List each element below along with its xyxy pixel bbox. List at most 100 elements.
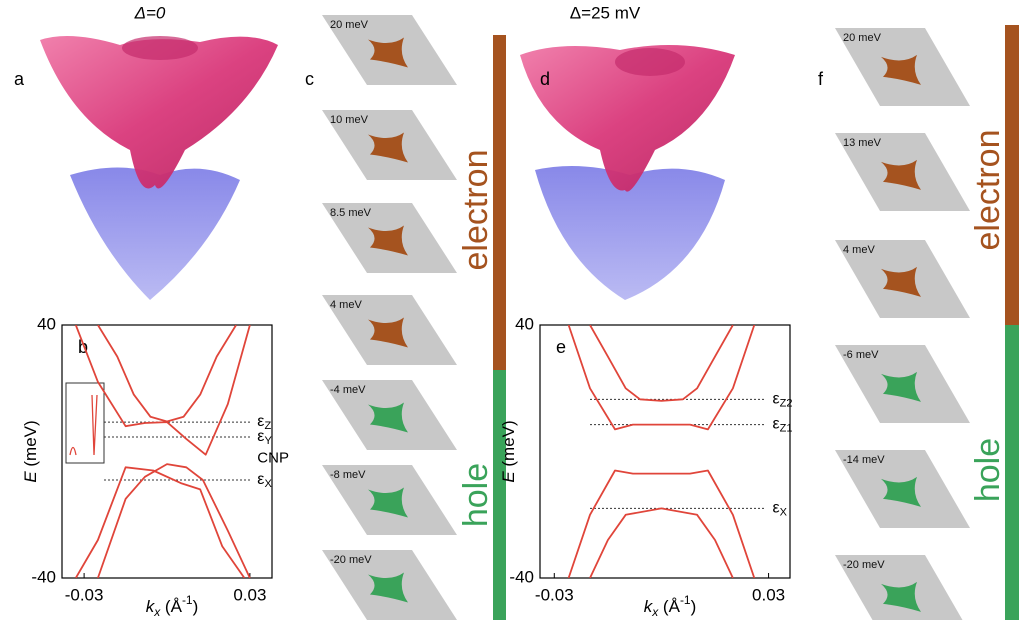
- band-line: [75, 466, 246, 578]
- side-label: electron: [457, 150, 495, 271]
- text-part: ε: [773, 416, 780, 433]
- plot-frame: [539, 324, 791, 579]
- text-part: ): [193, 597, 199, 616]
- panel-label: f: [818, 69, 824, 89]
- fermi-contour: [368, 487, 408, 518]
- panel-label: d: [540, 69, 550, 89]
- y-tick-label: 40: [37, 314, 56, 333]
- energy-label: -20 meV: [843, 559, 885, 571]
- band-line: [567, 325, 756, 431]
- energy-label: 20 meV: [843, 32, 882, 44]
- text-part: (meV): [499, 420, 518, 471]
- electron-bar: [1005, 25, 1019, 325]
- text-part: (Å: [658, 597, 680, 616]
- surface-a: [40, 36, 278, 300]
- energy-label: 10 meV: [330, 114, 369, 126]
- fermi-contour: [881, 581, 921, 612]
- fermi-contour: [368, 132, 408, 163]
- x-axis-label: kx (Å-1): [146, 593, 199, 619]
- energy-label: 20 meV: [330, 19, 369, 31]
- fermi-contour: [881, 371, 921, 402]
- text-part: Z2: [780, 397, 793, 409]
- y-axis-label: E (meV): [499, 420, 518, 482]
- fermi-contour: [881, 159, 921, 190]
- text-part: ε: [257, 413, 264, 430]
- energy-label: -20 meV: [330, 554, 372, 566]
- fermi-contour: [881, 476, 921, 507]
- text-part: ε: [257, 471, 264, 488]
- text-part: x: [153, 605, 161, 619]
- fermi-contour: [368, 402, 408, 433]
- level-label: εZ1: [773, 416, 793, 435]
- energy-label: -4 meV: [330, 384, 366, 396]
- level-label: εX: [773, 500, 788, 519]
- band-line: [567, 469, 756, 578]
- side-label: electron: [969, 130, 1007, 251]
- electron-bar: [493, 35, 506, 370]
- fermi-contour: [881, 266, 921, 297]
- energy-label: 4 meV: [330, 299, 362, 311]
- level-label: εZ: [257, 413, 271, 432]
- text-part: -1: [182, 593, 193, 607]
- panel-label: a: [14, 69, 25, 89]
- energy-label: 4 meV: [843, 244, 875, 256]
- side-label: hole: [969, 438, 1007, 502]
- energy-label: -6 meV: [843, 349, 879, 361]
- panel-label: e: [556, 337, 566, 357]
- text-part: ε: [773, 391, 780, 408]
- text-part: k: [644, 597, 654, 616]
- text-part: x: [651, 605, 659, 619]
- text-part: ε: [257, 428, 264, 445]
- text-part: E: [21, 471, 40, 483]
- band-line: [97, 325, 237, 423]
- energy-label: 13 meV: [843, 137, 882, 149]
- text-part: ε: [773, 500, 780, 517]
- y-tick-label: -40: [31, 567, 56, 586]
- fermi-contour: [368, 225, 408, 256]
- text-part: ): [691, 597, 697, 616]
- level-label: εZ2: [773, 391, 793, 410]
- inset: [65, 382, 105, 464]
- y-tick-label: 40: [515, 314, 534, 333]
- text-part: Z: [264, 420, 271, 432]
- plot-frame: [61, 324, 273, 579]
- level-label: εX: [257, 471, 272, 490]
- fermi-contour: [368, 572, 408, 603]
- fermi-contour: [368, 37, 408, 68]
- panel-title: Δ=25 mV: [570, 3, 641, 22]
- band-line: [97, 463, 251, 578]
- fermi-contour: [368, 317, 408, 348]
- text-part: (Å: [160, 597, 182, 616]
- x-tick-label: -0.03: [535, 585, 574, 604]
- surface-d: [520, 45, 735, 300]
- x-tick-label: -0.03: [65, 585, 104, 604]
- y-axis-label: E (meV): [21, 420, 40, 482]
- band-line: [589, 507, 734, 578]
- note: CNP: [257, 449, 289, 466]
- side-label: hole: [457, 463, 495, 527]
- text-part: X: [264, 478, 272, 490]
- text-part: X: [780, 506, 788, 518]
- text-part: k: [146, 597, 156, 616]
- text-part: Y: [264, 435, 272, 447]
- text-part: Z1: [780, 423, 793, 435]
- fermi-contour: [881, 54, 921, 85]
- y-tick-label: -40: [509, 567, 534, 586]
- band-line: [589, 325, 734, 402]
- energy-label: -8 meV: [330, 469, 366, 481]
- panel-label: b: [78, 337, 88, 357]
- panel-label: c: [305, 69, 314, 89]
- x-tick-label: 0.03: [233, 585, 266, 604]
- panel-title: Δ=0: [134, 3, 166, 22]
- text-part: -1: [680, 593, 691, 607]
- energy-label: 8.5 meV: [330, 207, 372, 219]
- text-part: E: [499, 471, 518, 483]
- energy-label: -14 meV: [843, 454, 885, 466]
- x-axis-label: kx (Å-1): [644, 593, 697, 619]
- text-part: (meV): [21, 420, 40, 471]
- hole-bar: [1005, 325, 1019, 620]
- level-label: εY: [257, 428, 272, 447]
- band-line: [74, 325, 251, 456]
